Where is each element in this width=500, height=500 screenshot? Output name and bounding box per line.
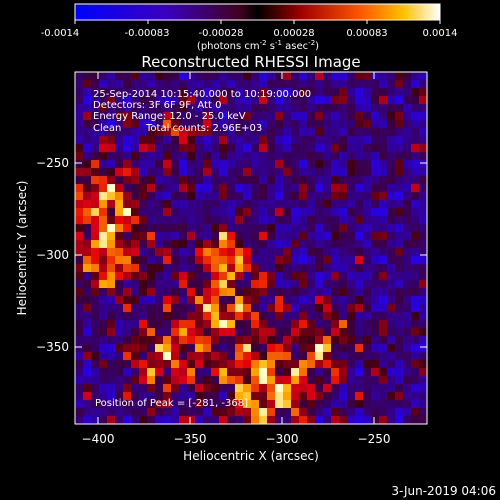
annotation-total-counts: Total counts: 2.96E+03 xyxy=(145,123,262,134)
x-axis-ticks xyxy=(97,72,375,424)
colorbar-tick-label: -0.00083 xyxy=(125,28,170,39)
colorbar-tick-label: 0.0014 xyxy=(423,28,458,39)
colorbar-tick-label: 0.00083 xyxy=(346,28,387,39)
y-axis-ticks xyxy=(75,162,427,348)
y-axis-label: Heliocentric Y (arcsec) xyxy=(15,181,29,316)
heatmap-image xyxy=(75,72,427,424)
x-tick-label: −300 xyxy=(266,432,299,446)
x-tick-label: −350 xyxy=(174,432,207,446)
colorbar-tick-label: -0.00028 xyxy=(199,28,244,39)
y-tick-label: −350 xyxy=(36,340,69,354)
y-tick-label: −250 xyxy=(36,156,69,170)
x-tick-label: −400 xyxy=(82,432,115,446)
annotation-detectors: Detectors: 3F 6F 9F, Att 0 xyxy=(93,100,221,111)
plot-frame xyxy=(74,71,428,425)
annotation-time-range: 25-Sep-2014 10:15:40.000 to 10:19:00.000 xyxy=(93,89,311,100)
x-tick-label: −250 xyxy=(358,432,391,446)
colorbar-tick-label: 0.00028 xyxy=(273,28,314,39)
y-tick-label: −300 xyxy=(36,248,69,262)
colorbar-ticks xyxy=(74,20,441,24)
footer-date: 3-Jun-2019 04:06 xyxy=(391,484,496,498)
annotation-energy-range: Energy Range: 12.0 - 25.0 keV xyxy=(93,111,246,122)
annotation-peak-position: Position of Peak = [-281, -368] xyxy=(95,398,248,409)
annotation-method: Clean xyxy=(93,123,121,134)
colorbar-tick-label: -0.0014 xyxy=(41,28,80,39)
colorbar xyxy=(74,3,441,21)
x-axis-label: Heliocentric X (arcsec) xyxy=(183,449,319,463)
colorbar-units: (photons cm-2 s-1 asec-2) xyxy=(197,39,319,52)
chart-title: Reconstructed RHESSI Image xyxy=(141,53,360,71)
